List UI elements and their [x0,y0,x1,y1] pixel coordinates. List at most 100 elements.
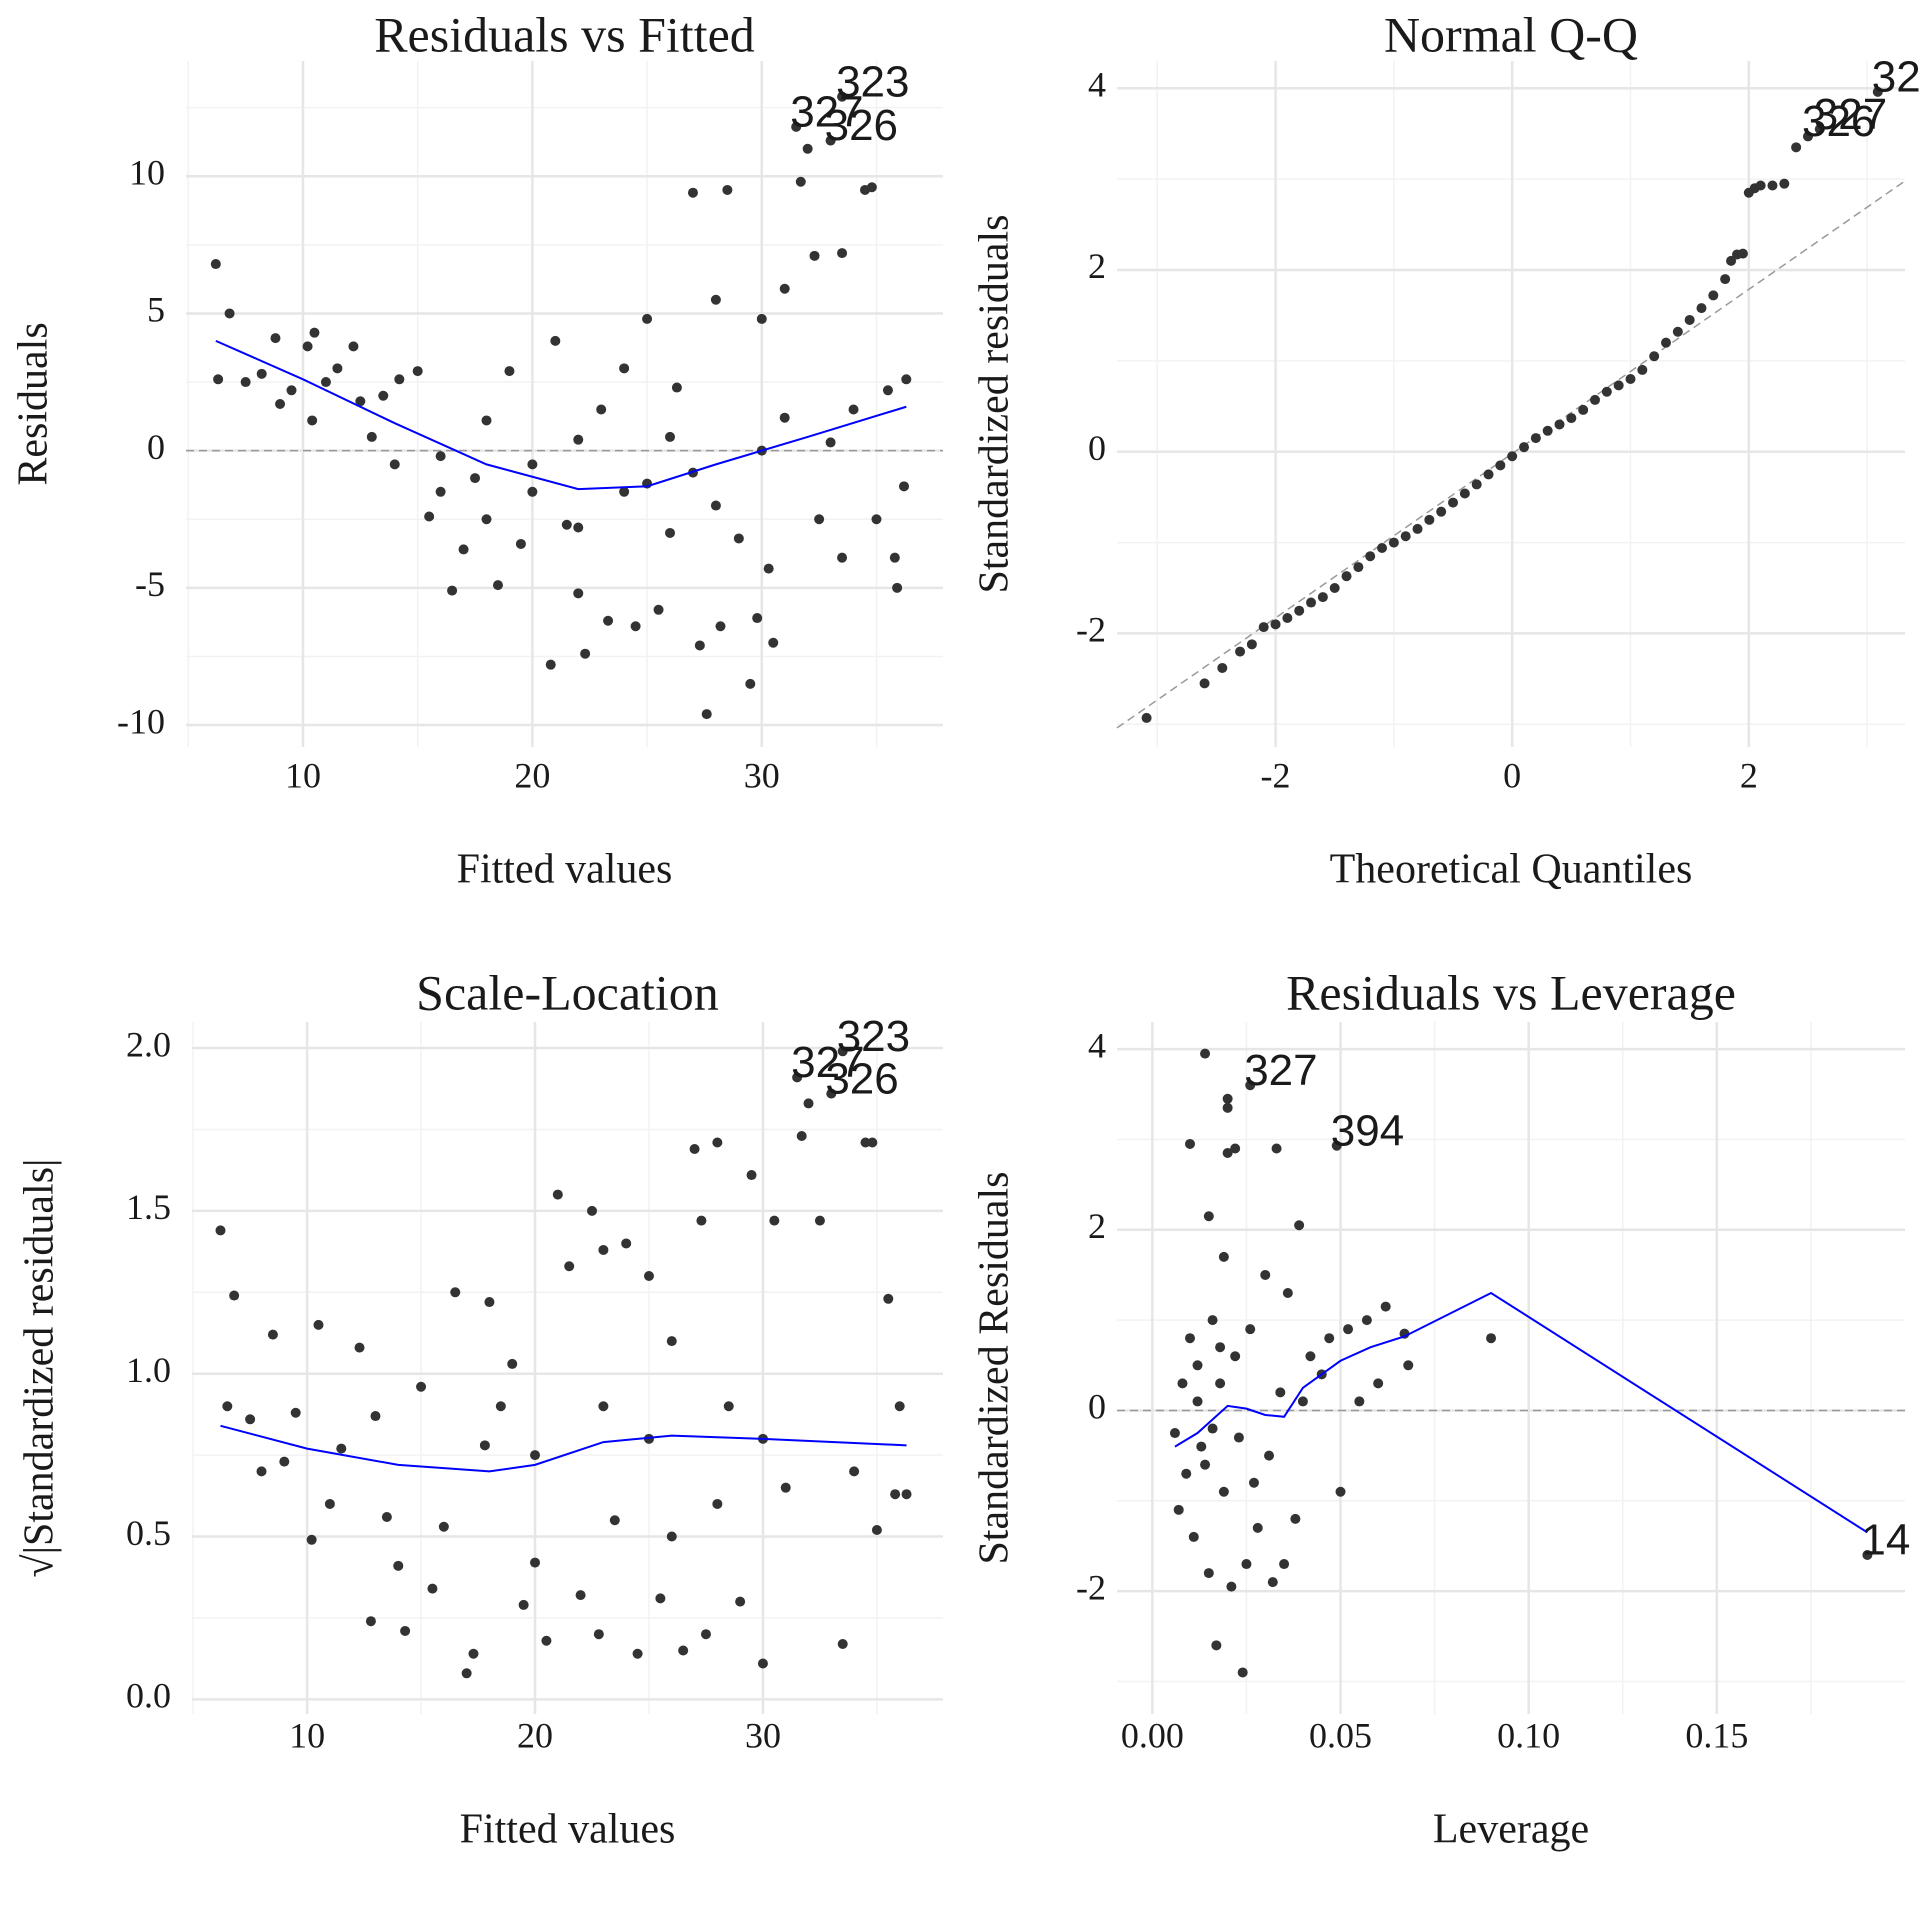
data-point [1294,605,1305,616]
data-point [1649,351,1660,362]
y-axis-label: Standardized residuals [972,214,1018,593]
data-point [530,1557,541,1568]
x-axis-label: Fitted values [457,847,673,893]
data-point [1203,1211,1214,1222]
data-point [1258,622,1269,633]
data-point [814,514,825,525]
y-tick-label: 5 [147,290,165,330]
data-point [545,659,556,670]
data-point [1192,1396,1203,1407]
data-point [468,1648,479,1659]
data-point [1222,1093,1233,1104]
data-point [733,533,744,544]
y-tick-label: 0 [1088,1387,1106,1427]
data-point [1660,337,1671,348]
data-point [643,1433,654,1444]
data-point [450,1287,461,1298]
data-point [826,1088,837,1099]
data-point [1361,1315,1372,1326]
data-point [632,1648,643,1659]
smooth-line [1174,1291,1868,1534]
data-point [1335,1486,1346,1497]
y-tick-label: -10 [117,701,165,741]
data-point [1530,433,1541,444]
point-label: 323 [837,1012,910,1061]
data-point [899,481,910,492]
data-point [791,121,802,132]
data-point [848,404,859,415]
data-point [309,327,320,338]
data-point [883,1293,894,1304]
data-point [240,377,251,388]
data-point [1230,1143,1241,1154]
data-point [290,1407,301,1418]
data-point [796,1130,807,1141]
panel-title: Residuals vs Fitted [374,6,755,62]
y-axis-label: Standardized Residuals [972,1171,1018,1564]
x-tick-label: -2 [1261,755,1291,795]
x-tick-label: 30 [745,1715,781,1755]
data-point [837,248,848,259]
data-point [275,399,286,409]
data-point [213,374,224,385]
data-point [687,187,698,198]
data-point [1672,326,1683,337]
data-point [1185,1333,1196,1344]
y-tick-label: 2 [1088,246,1106,286]
data-point [1275,1387,1286,1398]
data-point [1248,1477,1259,1488]
y-tick-label: -5 [135,564,165,604]
data-point [1215,1342,1226,1353]
data-point [381,1511,392,1522]
data-point [495,1401,506,1412]
y-tick-label: 4 [1088,1025,1106,1065]
data-point [389,459,400,470]
data-point [1305,1351,1316,1362]
data-point [1215,1378,1226,1389]
data-point [1365,551,1376,562]
data-point [515,538,526,549]
data-point [1471,479,1482,490]
data-point [1412,523,1423,534]
point-label: 14 [1861,1516,1910,1565]
data-point [710,294,721,305]
data-point [245,1414,256,1425]
data-point [892,582,903,593]
data-point [712,1137,723,1148]
data-point [1448,497,1459,508]
data-point [479,1440,490,1451]
data-point [1519,442,1530,453]
data-point [416,1381,427,1392]
data-point [756,313,767,324]
data-point [1341,571,1352,582]
panel-title: Normal Q-Q [1384,6,1638,62]
point-label: 326 [825,101,898,150]
data-point [365,1616,376,1627]
data-point [889,552,900,563]
data-point [671,382,682,393]
data-point [1290,1513,1301,1524]
data-point [378,390,389,401]
data-point [745,678,756,689]
data-point [332,363,343,374]
y-tick-label: 0 [147,427,165,467]
data-point [1791,142,1802,153]
data-point [871,1525,882,1536]
data-point [792,1072,803,1083]
data-point [1200,1459,1211,1470]
data-point [1199,678,1210,689]
data-point [1767,180,1778,191]
data-point [518,1599,529,1610]
x-axis-label: Theoretical Quantiles [1330,847,1693,893]
point-label: 326 [825,1054,898,1103]
data-point [860,1137,871,1148]
smooth-line [215,339,907,491]
y-axis-label: √|Standardized residuals| [17,1159,63,1578]
data-point [837,91,848,102]
data-point [1613,380,1624,391]
data-point [1294,1220,1305,1231]
x-tick-label: 0.05 [1309,1715,1372,1755]
data-point [400,1625,411,1636]
